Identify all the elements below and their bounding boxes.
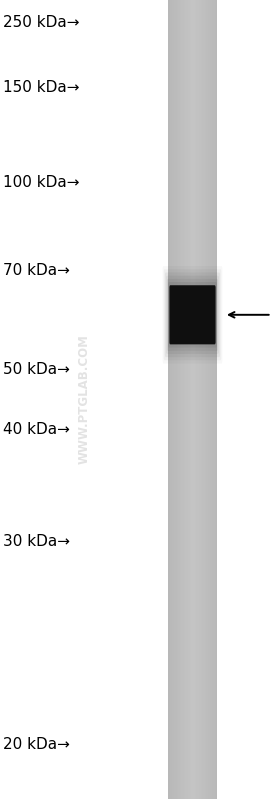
FancyBboxPatch shape <box>169 285 216 344</box>
Bar <box>202 0 204 799</box>
Bar <box>177 0 178 799</box>
Bar <box>212 0 213 799</box>
Bar <box>191 0 193 799</box>
Bar <box>188 0 189 799</box>
Bar <box>183 0 184 799</box>
Bar <box>199 0 200 799</box>
Bar <box>200 0 201 799</box>
Text: 30 kDa→: 30 kDa→ <box>3 535 70 549</box>
Bar <box>205 0 206 799</box>
Bar <box>184 0 185 799</box>
FancyBboxPatch shape <box>165 272 220 357</box>
Bar <box>174 0 175 799</box>
Bar <box>208 0 210 799</box>
Text: 20 kDa→: 20 kDa→ <box>3 737 70 752</box>
FancyBboxPatch shape <box>167 279 218 351</box>
Bar <box>171 0 172 799</box>
Text: 40 kDa→: 40 kDa→ <box>3 423 70 437</box>
Bar <box>173 0 174 799</box>
Bar <box>179 0 180 799</box>
Bar <box>190 0 191 799</box>
Bar <box>204 0 205 799</box>
Bar <box>172 0 173 799</box>
Bar <box>216 0 217 799</box>
FancyBboxPatch shape <box>166 276 219 354</box>
Bar <box>193 0 194 799</box>
Bar <box>186 0 188 799</box>
Bar <box>207 0 208 799</box>
Bar <box>194 0 195 799</box>
Text: WWW.PTGLAB.COM: WWW.PTGLAB.COM <box>78 335 90 464</box>
Bar <box>195 0 196 799</box>
Bar <box>201 0 202 799</box>
Bar <box>180 0 181 799</box>
Text: 50 kDa→: 50 kDa→ <box>3 363 70 377</box>
Text: 100 kDa→: 100 kDa→ <box>3 175 79 189</box>
Bar <box>178 0 179 799</box>
Bar <box>175 0 177 799</box>
FancyBboxPatch shape <box>168 282 217 348</box>
Bar <box>197 0 199 799</box>
Text: 150 kDa→: 150 kDa→ <box>3 81 79 95</box>
Bar <box>169 0 171 799</box>
Bar <box>213 0 214 799</box>
Bar <box>168 0 169 799</box>
Bar <box>185 0 186 799</box>
Bar <box>181 0 183 799</box>
Bar <box>210 0 211 799</box>
Bar <box>206 0 207 799</box>
Bar <box>189 0 190 799</box>
Text: 250 kDa→: 250 kDa→ <box>3 15 79 30</box>
Bar <box>214 0 216 799</box>
Bar <box>211 0 212 799</box>
Bar <box>196 0 197 799</box>
Text: 70 kDa→: 70 kDa→ <box>3 263 70 277</box>
